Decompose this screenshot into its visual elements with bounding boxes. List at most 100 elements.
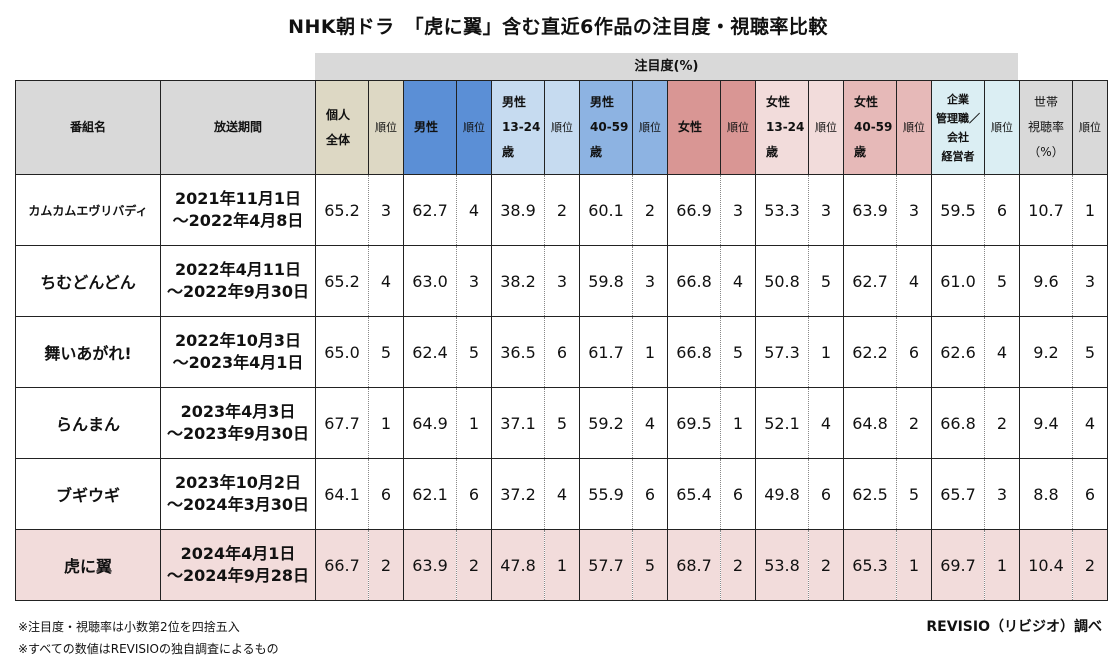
value-cell: 63.0 — [403, 245, 457, 317]
value-cell: 66.8 — [667, 245, 721, 317]
value-cell: 38.9 — [491, 174, 545, 246]
rank-cell: 2 — [632, 174, 668, 246]
value-cell: 10.7 — [1019, 174, 1073, 246]
value-cell: 65.2 — [315, 174, 369, 246]
rank-cell: 1 — [808, 316, 844, 388]
header-rank: 順位 — [896, 80, 932, 175]
header-rank: 順位 — [720, 80, 756, 175]
broadcast-period: 2022年10月3日 ～2023年4月1日 — [160, 316, 316, 388]
program-name: らんまん — [15, 387, 161, 459]
value-cell: 66.8 — [667, 316, 721, 388]
broadcast-period: 2023年10月2日 ～2024年3月30日 — [160, 458, 316, 530]
rank-cell: 5 — [632, 529, 668, 601]
value-cell: 9.2 — [1019, 316, 1073, 388]
rank-cell: 1 — [456, 387, 492, 459]
rank-cell: 5 — [368, 316, 404, 388]
table-row: カムカムエヴリバディ 2021年11月1日 ～2022年4月8日 65.2 3 62.7 4… — [15, 174, 1108, 246]
rank-cell: 4 — [896, 245, 932, 317]
rank-cell: 2 — [808, 529, 844, 601]
value-cell: 61.7 — [579, 316, 633, 388]
rank-cell: 5 — [808, 245, 844, 317]
rank-cell: 5 — [720, 316, 756, 388]
value-cell: 63.9 — [403, 529, 457, 601]
rank-cell: 3 — [368, 174, 404, 246]
header-rank: 順位 — [544, 80, 580, 175]
rank-cell: 6 — [632, 458, 668, 530]
value-cell: 66.9 — [667, 174, 721, 246]
rank-cell: 3 — [1072, 245, 1108, 317]
value-cell: 67.7 — [315, 387, 369, 459]
header-rank: 順位 — [368, 80, 404, 175]
value-cell: 66.8 — [931, 387, 985, 459]
rank-cell: 1 — [1072, 174, 1108, 246]
table-row: 虎に翼 2024年4月1日 ～2024年9月28日 66.7 2 63.9 2 47.8 1 57… — [15, 529, 1108, 601]
rank-cell: 3 — [632, 245, 668, 317]
rank-cell: 6 — [456, 458, 492, 530]
value-cell: 64.1 — [315, 458, 369, 530]
value-cell: 69.5 — [667, 387, 721, 459]
rank-cell: 3 — [544, 245, 580, 317]
broadcast-period: 2022年4月11日 ～2022年9月30日 — [160, 245, 316, 317]
rank-cell: 2 — [456, 529, 492, 601]
rank-cell: 4 — [984, 316, 1020, 388]
header-female-13-24: 女性 13-24 歳 — [755, 80, 809, 175]
rank-cell: 6 — [544, 316, 580, 388]
value-cell: 64.8 — [843, 387, 897, 459]
value-cell: 62.7 — [403, 174, 457, 246]
credit: REVISIO（リビジオ）調べ — [926, 619, 1102, 635]
rank-cell: 2 — [720, 529, 756, 601]
rank-cell: 2 — [984, 387, 1020, 459]
value-cell: 38.2 — [491, 245, 545, 317]
value-cell: 65.4 — [667, 458, 721, 530]
rank-cell: 2 — [1072, 529, 1108, 601]
header-female: 女性 — [667, 80, 721, 175]
rank-cell: 5 — [456, 316, 492, 388]
rank-cell: 1 — [632, 316, 668, 388]
rank-cell: 6 — [896, 316, 932, 388]
header-rank: 順位 — [632, 80, 668, 175]
rank-cell: 1 — [984, 529, 1020, 601]
value-cell: 62.4 — [403, 316, 457, 388]
table-row: らんまん 2023年4月3日 ～2023年9月30日 67.7 1 64.9 1 37.1 5 5… — [15, 387, 1108, 459]
rank-cell: 4 — [544, 458, 580, 530]
rank-cell: 1 — [720, 387, 756, 459]
broadcast-period: 2023年4月3日 ～2023年9月30日 — [160, 387, 316, 459]
rank-cell: 5 — [896, 458, 932, 530]
value-cell: 53.8 — [755, 529, 809, 601]
value-cell: 62.1 — [403, 458, 457, 530]
value-cell: 62.6 — [931, 316, 985, 388]
header-program: 番組名 — [15, 80, 161, 175]
rank-cell: 1 — [544, 529, 580, 601]
header-rank: 順位 — [456, 80, 492, 175]
value-cell: 59.5 — [931, 174, 985, 246]
rank-cell: 3 — [720, 174, 756, 246]
rank-cell: 4 — [808, 387, 844, 459]
rank-cell: 6 — [368, 458, 404, 530]
header-row: 番組名 放送期間 個人 全体 順位 男性 順位 男性 13-24 歳 順位 男性 40-… — [15, 80, 1108, 175]
program-name: 虎に翼 — [15, 529, 161, 601]
value-cell: 37.2 — [491, 458, 545, 530]
value-cell: 62.7 — [843, 245, 897, 317]
rank-cell: 2 — [896, 387, 932, 459]
broadcast-period: 2024年4月1日 ～2024年9月28日 — [160, 529, 316, 601]
value-cell: 60.1 — [579, 174, 633, 246]
value-cell: 65.3 — [843, 529, 897, 601]
table-row: 舞いあがれ! 2022年10月3日 ～2023年4月1日 65.0 5 62.4 5 36.5… — [15, 316, 1108, 388]
rank-cell: 4 — [720, 245, 756, 317]
broadcast-period: 2021年11月1日 ～2022年4月8日 — [160, 174, 316, 246]
value-cell: 63.9 — [843, 174, 897, 246]
value-cell: 8.8 — [1019, 458, 1073, 530]
value-cell: 55.9 — [579, 458, 633, 530]
header-female-40-59: 女性 40-59 歳 — [843, 80, 897, 175]
value-cell: 62.5 — [843, 458, 897, 530]
value-cell: 57.3 — [755, 316, 809, 388]
value-cell: 68.7 — [667, 529, 721, 601]
rank-cell: 4 — [368, 245, 404, 317]
value-cell: 37.1 — [491, 387, 545, 459]
rank-cell: 4 — [1072, 387, 1108, 459]
program-name: ブギウギ — [15, 458, 161, 530]
header-rank: 順位 — [984, 80, 1020, 175]
value-cell: 49.8 — [755, 458, 809, 530]
program-name: カムカムエヴリバディ — [15, 174, 161, 246]
rank-cell: 6 — [984, 174, 1020, 246]
